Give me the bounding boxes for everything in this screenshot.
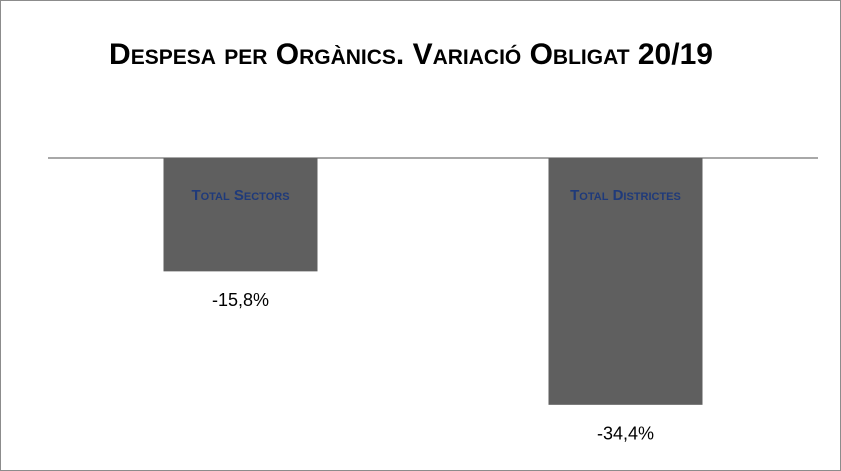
value-label: -34,4%	[597, 424, 654, 444]
bar	[163, 158, 318, 272]
category-label: Total Sectors	[191, 187, 289, 204]
chart-title: Despesa per Orgànics. Variació Obligat 2…	[109, 38, 713, 71]
category-label: Total Districtes	[570, 187, 681, 204]
value-label: -15,8%	[212, 290, 269, 310]
bar	[548, 158, 703, 405]
